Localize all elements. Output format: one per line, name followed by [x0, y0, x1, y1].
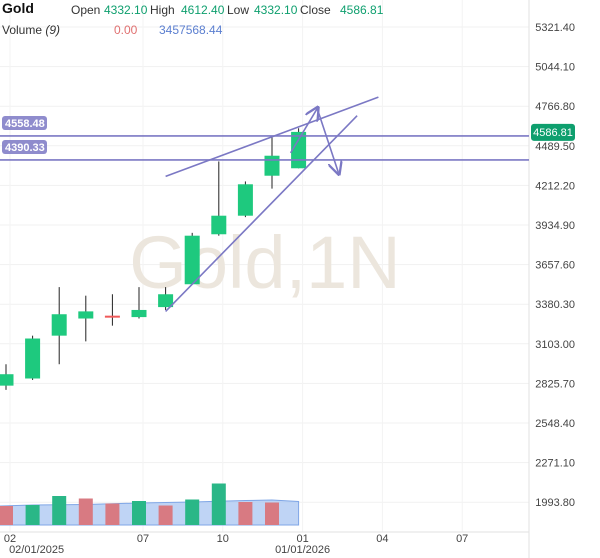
- candle-body: [104, 315, 120, 318]
- x-tick-label: 01: [296, 533, 308, 545]
- drawings[interactable]: [0, 96, 529, 312]
- volume-ma-area: [0, 499, 300, 526]
- y-tick-label: 3934.90: [535, 220, 575, 232]
- x-tick-label: 10: [217, 533, 229, 545]
- y-tick-label: 3103.00: [535, 339, 575, 351]
- projection-arrow: [289, 109, 318, 154]
- candle-body: [211, 215, 227, 235]
- candle-body: [237, 184, 253, 216]
- candle-body: [78, 311, 94, 319]
- y-tick-label: 3380.30: [535, 299, 575, 311]
- volume-bar: [25, 505, 40, 525]
- y-tick-label: 5321.40: [535, 22, 575, 34]
- candle-body: [51, 314, 67, 336]
- candle-body: [25, 338, 41, 379]
- projection-arrow: [316, 108, 338, 173]
- volume-bar: [132, 501, 146, 525]
- y-tick-label: 2825.70: [535, 378, 575, 390]
- volume-bar: [105, 503, 120, 525]
- y-tick-label: 5044.10: [535, 62, 575, 74]
- x-tick-label: 04: [376, 533, 388, 545]
- y-tick-label: 4212.20: [535, 180, 575, 192]
- x-tick-label: 07: [137, 533, 149, 545]
- candle-body: [131, 309, 147, 318]
- candle-body: [0, 374, 14, 386]
- candle-body: [184, 235, 200, 285]
- volume-bar: [185, 499, 200, 525]
- hline-tag-label: 4390.33: [5, 142, 45, 154]
- volume-bar: [78, 498, 93, 525]
- current-price-tag-bg: [531, 123, 575, 141]
- volume-bar: [238, 502, 253, 525]
- volume-bar: [0, 506, 13, 525]
- volume-bar: [265, 502, 279, 525]
- volume-bar: [158, 505, 173, 525]
- volume-panel: [0, 483, 300, 526]
- y-tick-label: 3657.60: [535, 260, 575, 272]
- x-tick-label: 02: [4, 533, 16, 545]
- x-tick-label: 07: [456, 533, 468, 545]
- y-tick-label: 4766.80: [535, 101, 575, 113]
- hline-tag-label: 4558.48: [5, 118, 45, 130]
- price-tags: 4558.48 4390.33 4586.81: [2, 115, 575, 154]
- candle-body: [291, 131, 307, 169]
- volume-bar: [52, 496, 67, 525]
- candles: [0, 128, 307, 390]
- hline-tag-bg: [2, 115, 47, 130]
- volume-bar: [211, 483, 226, 525]
- y-axis: 5321.40 5044.10 4766.80 4489.50 4212.20 3934.…: [535, 22, 575, 509]
- candle-body: [158, 294, 174, 308]
- y-tick-label: 2271.10: [535, 458, 575, 470]
- y-tick-label: 1993.80: [535, 497, 575, 509]
- hline-tag-bg: [2, 139, 47, 154]
- watermark: Gold,1N: [129, 221, 400, 304]
- trend-line: [165, 96, 379, 178]
- trend-line: [165, 115, 358, 312]
- candle-body: [264, 155, 280, 176]
- y-tick-label: 2548.40: [535, 418, 575, 430]
- current-price-tag-label: 4586.81: [533, 127, 573, 139]
- x-date-label: 02/01/2025: [9, 544, 64, 556]
- x-axis: 02 07 10 01 04 07 02/01/2025 01/01/2026: [4, 533, 468, 556]
- y-tick-label: 4489.50: [535, 141, 575, 153]
- x-date-label: 01/01/2026: [275, 544, 330, 556]
